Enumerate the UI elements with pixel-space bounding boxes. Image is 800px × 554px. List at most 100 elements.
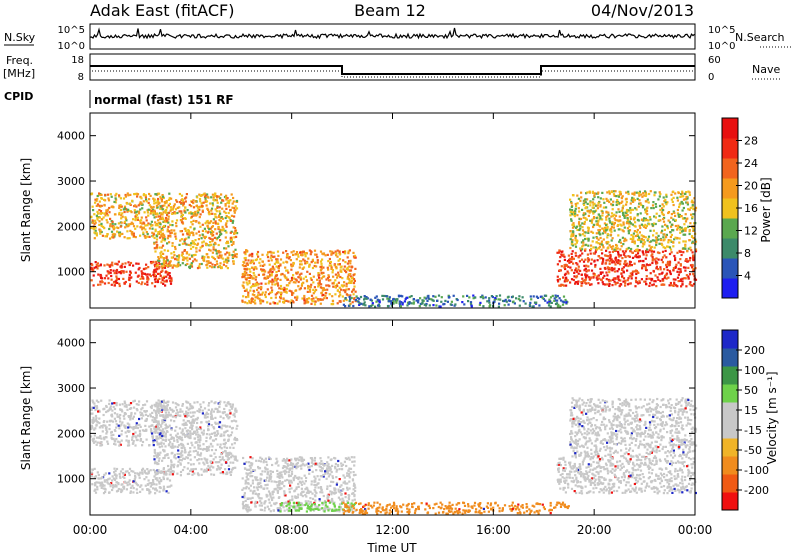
- scatter-cell-power: [219, 197, 222, 200]
- scatter-cell-power: [155, 247, 158, 250]
- scatter-cell-power: [129, 229, 132, 232]
- scatter-cell-power: [158, 272, 161, 275]
- scatter-cell-power: [335, 283, 339, 286]
- scatter-cell-velocity: [205, 460, 208, 464]
- scatter-cell-power: [142, 200, 145, 203]
- scatter-cell-power: [123, 265, 126, 268]
- scatter-cell-power: [679, 195, 682, 198]
- scatter-cell-power: [679, 270, 682, 273]
- scatter-cell-power: [147, 278, 150, 281]
- scatter-cell-power: [656, 276, 659, 279]
- scatter-cell-power: [154, 250, 157, 253]
- scatter-cell-power: [466, 294, 469, 297]
- scatter-cell-velocity: [228, 409, 231, 412]
- scatter-cell-power: [581, 208, 584, 211]
- scatter-cell-power: [586, 257, 590, 260]
- scatter-cell-power: [670, 284, 673, 287]
- scatter-cell-power: [597, 242, 600, 245]
- scatter-cell-power: [98, 220, 101, 223]
- scatter-cell-power: [677, 273, 680, 276]
- scatter-cell-velocity: [110, 434, 113, 437]
- scatter-cell-power: [221, 225, 224, 228]
- scatter-cell-power: [598, 230, 601, 233]
- scatter-cell-power: [625, 198, 628, 201]
- scatter-cell-power: [570, 233, 573, 236]
- scatter-cell-power: [153, 202, 156, 205]
- scatter-cell-velocity: [122, 475, 125, 478]
- scatter-cell-power: [343, 281, 346, 284]
- scatter-cell-power: [556, 275, 559, 278]
- scatter-cell-velocity: [157, 404, 160, 407]
- scatter-cell-power: [636, 252, 640, 255]
- scatter-cell-power: [628, 229, 632, 232]
- scatter-cell-power: [341, 295, 344, 298]
- scatter-cell-velocity: [230, 407, 234, 410]
- scatter-cell-velocity: [135, 483, 138, 486]
- scatter-cell-velocity: [125, 405, 128, 408]
- scatter-cell-velocity: [94, 488, 97, 491]
- scatter-cell-power: [221, 257, 224, 260]
- scatter-cell-power: [183, 249, 186, 252]
- scatter-cell-power: [596, 278, 599, 281]
- scatter-cell-velocity: [214, 421, 217, 424]
- scatter-cell-power: [671, 229, 674, 232]
- scatter-cell-power: [663, 233, 666, 236]
- scatter-cell-power: [154, 224, 157, 227]
- scatter-cell-power: [276, 292, 279, 295]
- scatter-cell-power: [119, 265, 122, 268]
- scatter-cell-velocity: [226, 453, 229, 456]
- scatter-cell-velocity: [126, 444, 130, 447]
- scatter-cell-power: [563, 273, 567, 276]
- scatter-cell-velocity: [154, 473, 157, 476]
- scatter-cell-velocity: [114, 443, 117, 446]
- scatter-cell-velocity: [118, 472, 121, 476]
- scatter-cell-power: [348, 299, 351, 303]
- scatter-cell-power: [636, 214, 639, 217]
- scatter-cell-power: [295, 298, 298, 301]
- scatter-cell-power: [626, 247, 629, 250]
- scatter-cell-power: [331, 282, 334, 285]
- scatter-cell-velocity: [162, 477, 165, 481]
- scatter-cell-velocity: [145, 417, 148, 421]
- scatter-cell-power: [94, 229, 97, 232]
- scatter-cell-velocity: [203, 407, 207, 410]
- scatter-cell-power: [369, 298, 372, 301]
- scatter-cell-power: [154, 221, 157, 224]
- scatter-cell-power: [606, 240, 610, 244]
- scatter-cell-power: [622, 223, 625, 226]
- scatter-cell-power: [635, 191, 638, 194]
- scatter-cell-power: [213, 194, 216, 197]
- scatter-cell-velocity: [90, 475, 93, 478]
- scatter-cell-power: [607, 278, 610, 281]
- scatter-cell-power: [118, 213, 121, 216]
- scatter-cell-power: [91, 220, 94, 223]
- scatter-cell-power: [195, 204, 198, 207]
- scatter-cell-velocity: [143, 478, 146, 481]
- scatter-cell-power: [661, 225, 664, 228]
- scatter-cell-power: [672, 196, 675, 199]
- scatter-cell-power: [519, 299, 522, 302]
- scatter-cell-power: [197, 211, 200, 214]
- scatter-cell-power: [183, 227, 186, 230]
- scatter-cell-velocity: [113, 485, 116, 488]
- scatter-cell-velocity: [153, 483, 156, 486]
- scatter-cell-power: [349, 294, 352, 297]
- scatter-cell-power: [229, 209, 232, 212]
- scatter-cell-power: [260, 282, 263, 285]
- scatter-cell-power: [112, 269, 115, 272]
- scatter-cell-velocity: [104, 424, 107, 427]
- scatter-cell-power: [147, 266, 150, 269]
- scatter-cell-velocity: [167, 456, 170, 459]
- scatter-cell-power: [292, 253, 295, 256]
- scatter-cell-power: [606, 199, 609, 202]
- scatter-cell-velocity: [128, 430, 131, 433]
- scatter-cell-power: [597, 202, 600, 205]
- scatter-cell-power: [589, 283, 592, 286]
- scatter-cell-velocity: [172, 409, 175, 413]
- scatter-cell-power: [303, 294, 306, 298]
- scatter-cell-velocity: [174, 445, 177, 448]
- scatter-cell-power: [679, 250, 682, 253]
- scatter-cell-power: [270, 290, 273, 294]
- scatter-cell-power: [336, 289, 339, 292]
- scatter-cell-power: [201, 209, 204, 212]
